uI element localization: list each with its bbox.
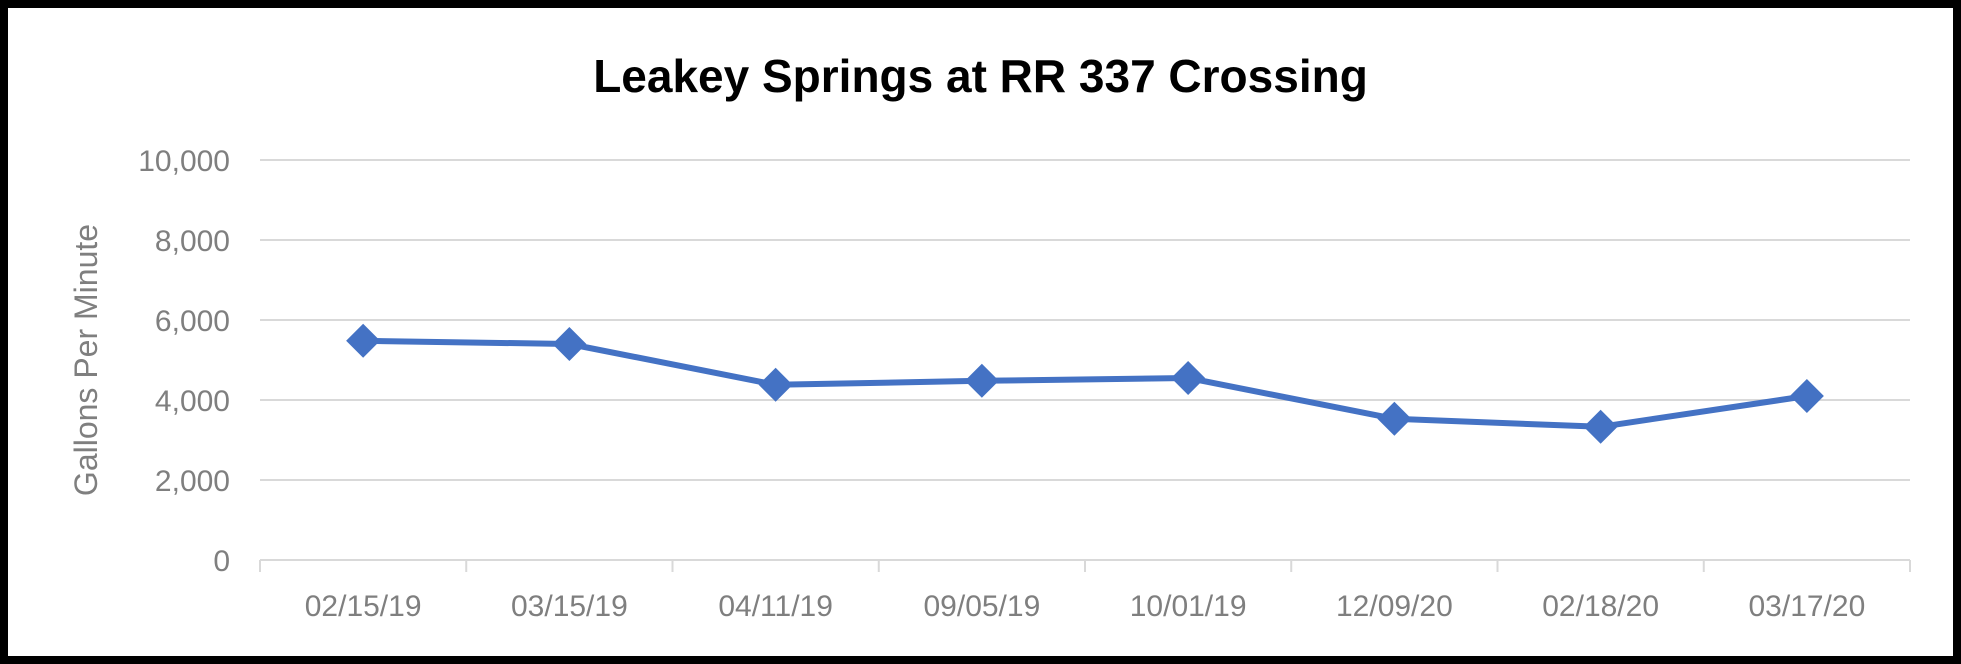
y-tick-label: 8,000 bbox=[155, 225, 230, 258]
data-point-marker bbox=[346, 323, 381, 358]
data-point-marker bbox=[964, 363, 999, 398]
data-point-marker bbox=[1377, 401, 1412, 436]
y-axis-title: Gallons Per Minute bbox=[68, 224, 104, 496]
data-point-marker bbox=[758, 367, 793, 402]
x-axis-tick-labels: 02/15/19 03/15/19 04/11/19 09/05/19 10/01/19… bbox=[305, 590, 1866, 623]
x-axis bbox=[259, 559, 1911, 572]
series-line bbox=[360, 337, 1810, 430]
y-tick-label: 4,000 bbox=[155, 385, 230, 418]
chart-title: Leakey Springs at RR 337 Crossing bbox=[593, 50, 1368, 102]
gridlines bbox=[260, 159, 1910, 481]
y-tick-label: 2,000 bbox=[155, 465, 230, 498]
x-tick-label: 10/01/19 bbox=[1130, 590, 1247, 623]
x-tick-label: 03/17/20 bbox=[1748, 590, 1865, 623]
data-point-marker bbox=[1583, 409, 1618, 444]
x-tick-label: 12/09/20 bbox=[1336, 590, 1453, 623]
x-tick-label: 09/05/19 bbox=[923, 590, 1040, 623]
y-tick-label: 6,000 bbox=[155, 305, 230, 338]
data-point-marker bbox=[1789, 379, 1824, 413]
data-point-marker bbox=[1171, 361, 1206, 395]
series-layer bbox=[346, 323, 1824, 444]
x-tick-label: 04/11/19 bbox=[718, 590, 833, 623]
y-axis-tick-labels: 0 2,000 4,000 6,000 8,000 10,000 bbox=[138, 145, 230, 578]
y-tick-label: 10,000 bbox=[138, 145, 230, 178]
x-tick-label: 02/15/19 bbox=[305, 590, 422, 623]
data-point-marker bbox=[552, 327, 587, 361]
x-tick-label: 02/18/20 bbox=[1542, 590, 1659, 623]
x-tick-label: 03/15/19 bbox=[511, 590, 628, 623]
y-tick-label: 0 bbox=[213, 545, 230, 578]
